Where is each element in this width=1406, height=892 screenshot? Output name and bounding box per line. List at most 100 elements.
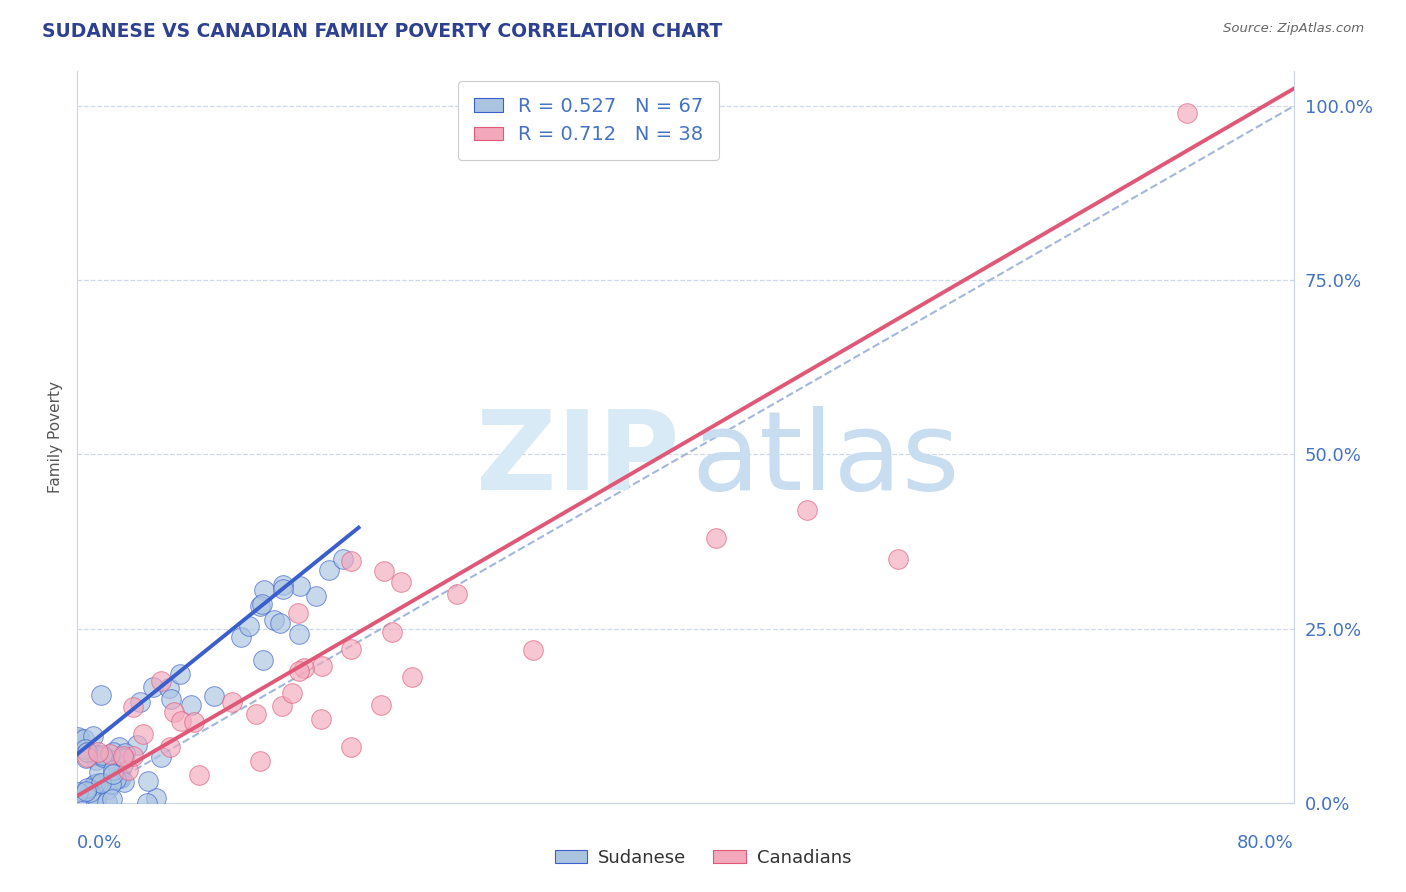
Point: [287, 664, 309, 678]
Point: [96, 752, 118, 766]
Point: [122, 748, 145, 763]
Point: [522, 642, 544, 657]
Point: [84, 752, 107, 766]
Point: [84, 795, 107, 809]
Point: [332, 551, 354, 566]
Point: [288, 627, 311, 641]
Point: [76, 781, 98, 796]
Point: [163, 705, 186, 719]
Point: [66, 730, 89, 744]
Point: [183, 714, 205, 729]
Text: atlas: atlas: [692, 406, 960, 513]
Point: [101, 767, 124, 781]
Point: [389, 575, 412, 590]
Text: 0.0%: 0.0%: [77, 834, 122, 852]
Point: [796, 503, 818, 517]
Point: [122, 699, 145, 714]
Point: [250, 598, 273, 612]
Point: [142, 681, 165, 695]
Point: [105, 772, 128, 786]
Point: [271, 699, 294, 714]
Point: [249, 754, 271, 768]
Point: [238, 619, 260, 633]
Text: SUDANESE VS CANADIAN FAMILY POVERTY CORRELATION CHART: SUDANESE VS CANADIAN FAMILY POVERTY CORR…: [42, 22, 723, 41]
Point: [93, 750, 115, 764]
Point: [98, 747, 121, 761]
Point: [269, 615, 291, 630]
Point: [253, 583, 276, 598]
Point: [169, 667, 191, 681]
Point: [170, 714, 193, 729]
Point: [76, 750, 98, 764]
Point: [79, 785, 101, 799]
Point: [249, 599, 271, 613]
Legend: R = 0.527   N = 67, R = 0.712   N = 38: R = 0.527 N = 67, R = 0.712 N = 38: [458, 81, 718, 160]
Legend: Sudanese, Canadians: Sudanese, Canadians: [547, 842, 859, 874]
Point: [271, 582, 294, 597]
Point: [157, 681, 180, 695]
Point: [287, 607, 309, 621]
Point: [76, 745, 98, 759]
Point: [129, 695, 152, 709]
Point: [401, 670, 423, 684]
Point: [108, 771, 131, 785]
Point: [273, 577, 295, 591]
Point: [69, 732, 91, 747]
Point: [75, 741, 97, 756]
Point: [160, 692, 183, 706]
Point: [73, 732, 96, 747]
Point: [180, 698, 202, 712]
Point: [111, 757, 134, 772]
Text: 80.0%: 80.0%: [1237, 834, 1294, 852]
Point: [87, 765, 110, 780]
Point: [90, 775, 112, 789]
Point: [292, 661, 315, 675]
Point: [311, 658, 333, 673]
Point: [704, 531, 727, 545]
Point: [97, 781, 120, 796]
Point: [887, 552, 910, 566]
Point: [149, 673, 172, 688]
Point: [90, 748, 112, 763]
Point: [117, 763, 139, 777]
Point: [90, 688, 112, 702]
Text: Source: ZipAtlas.com: Source: ZipAtlas.com: [1223, 22, 1364, 36]
Point: [1175, 106, 1198, 120]
Point: [263, 613, 285, 627]
Point: [318, 563, 340, 577]
Point: [373, 564, 395, 578]
Point: [100, 777, 122, 791]
Point: [75, 750, 97, 764]
Point: [66, 785, 89, 799]
Point: [149, 749, 172, 764]
Point: [145, 790, 167, 805]
Point: [370, 698, 392, 713]
Point: [112, 751, 135, 765]
Point: [281, 686, 304, 700]
Point: [381, 624, 404, 639]
Point: [103, 763, 125, 777]
Point: [309, 712, 332, 726]
Point: [135, 796, 157, 810]
Point: [75, 783, 97, 797]
Text: ZIP: ZIP: [477, 406, 679, 513]
Point: [110, 771, 132, 785]
Point: [340, 740, 363, 755]
Point: [96, 795, 118, 809]
Point: [339, 554, 361, 568]
Point: [87, 776, 110, 790]
Point: [101, 792, 124, 806]
Point: [188, 768, 211, 782]
Point: [288, 579, 311, 593]
Point: [83, 778, 105, 792]
Point: [229, 631, 252, 645]
Y-axis label: Family Poverty: Family Poverty: [48, 381, 63, 493]
Point: [84, 776, 107, 790]
Point: [252, 653, 274, 667]
Point: [114, 747, 136, 761]
Point: [101, 745, 124, 759]
Point: [84, 790, 107, 805]
Point: [202, 689, 225, 703]
Point: [305, 589, 328, 603]
Point: [111, 749, 134, 764]
